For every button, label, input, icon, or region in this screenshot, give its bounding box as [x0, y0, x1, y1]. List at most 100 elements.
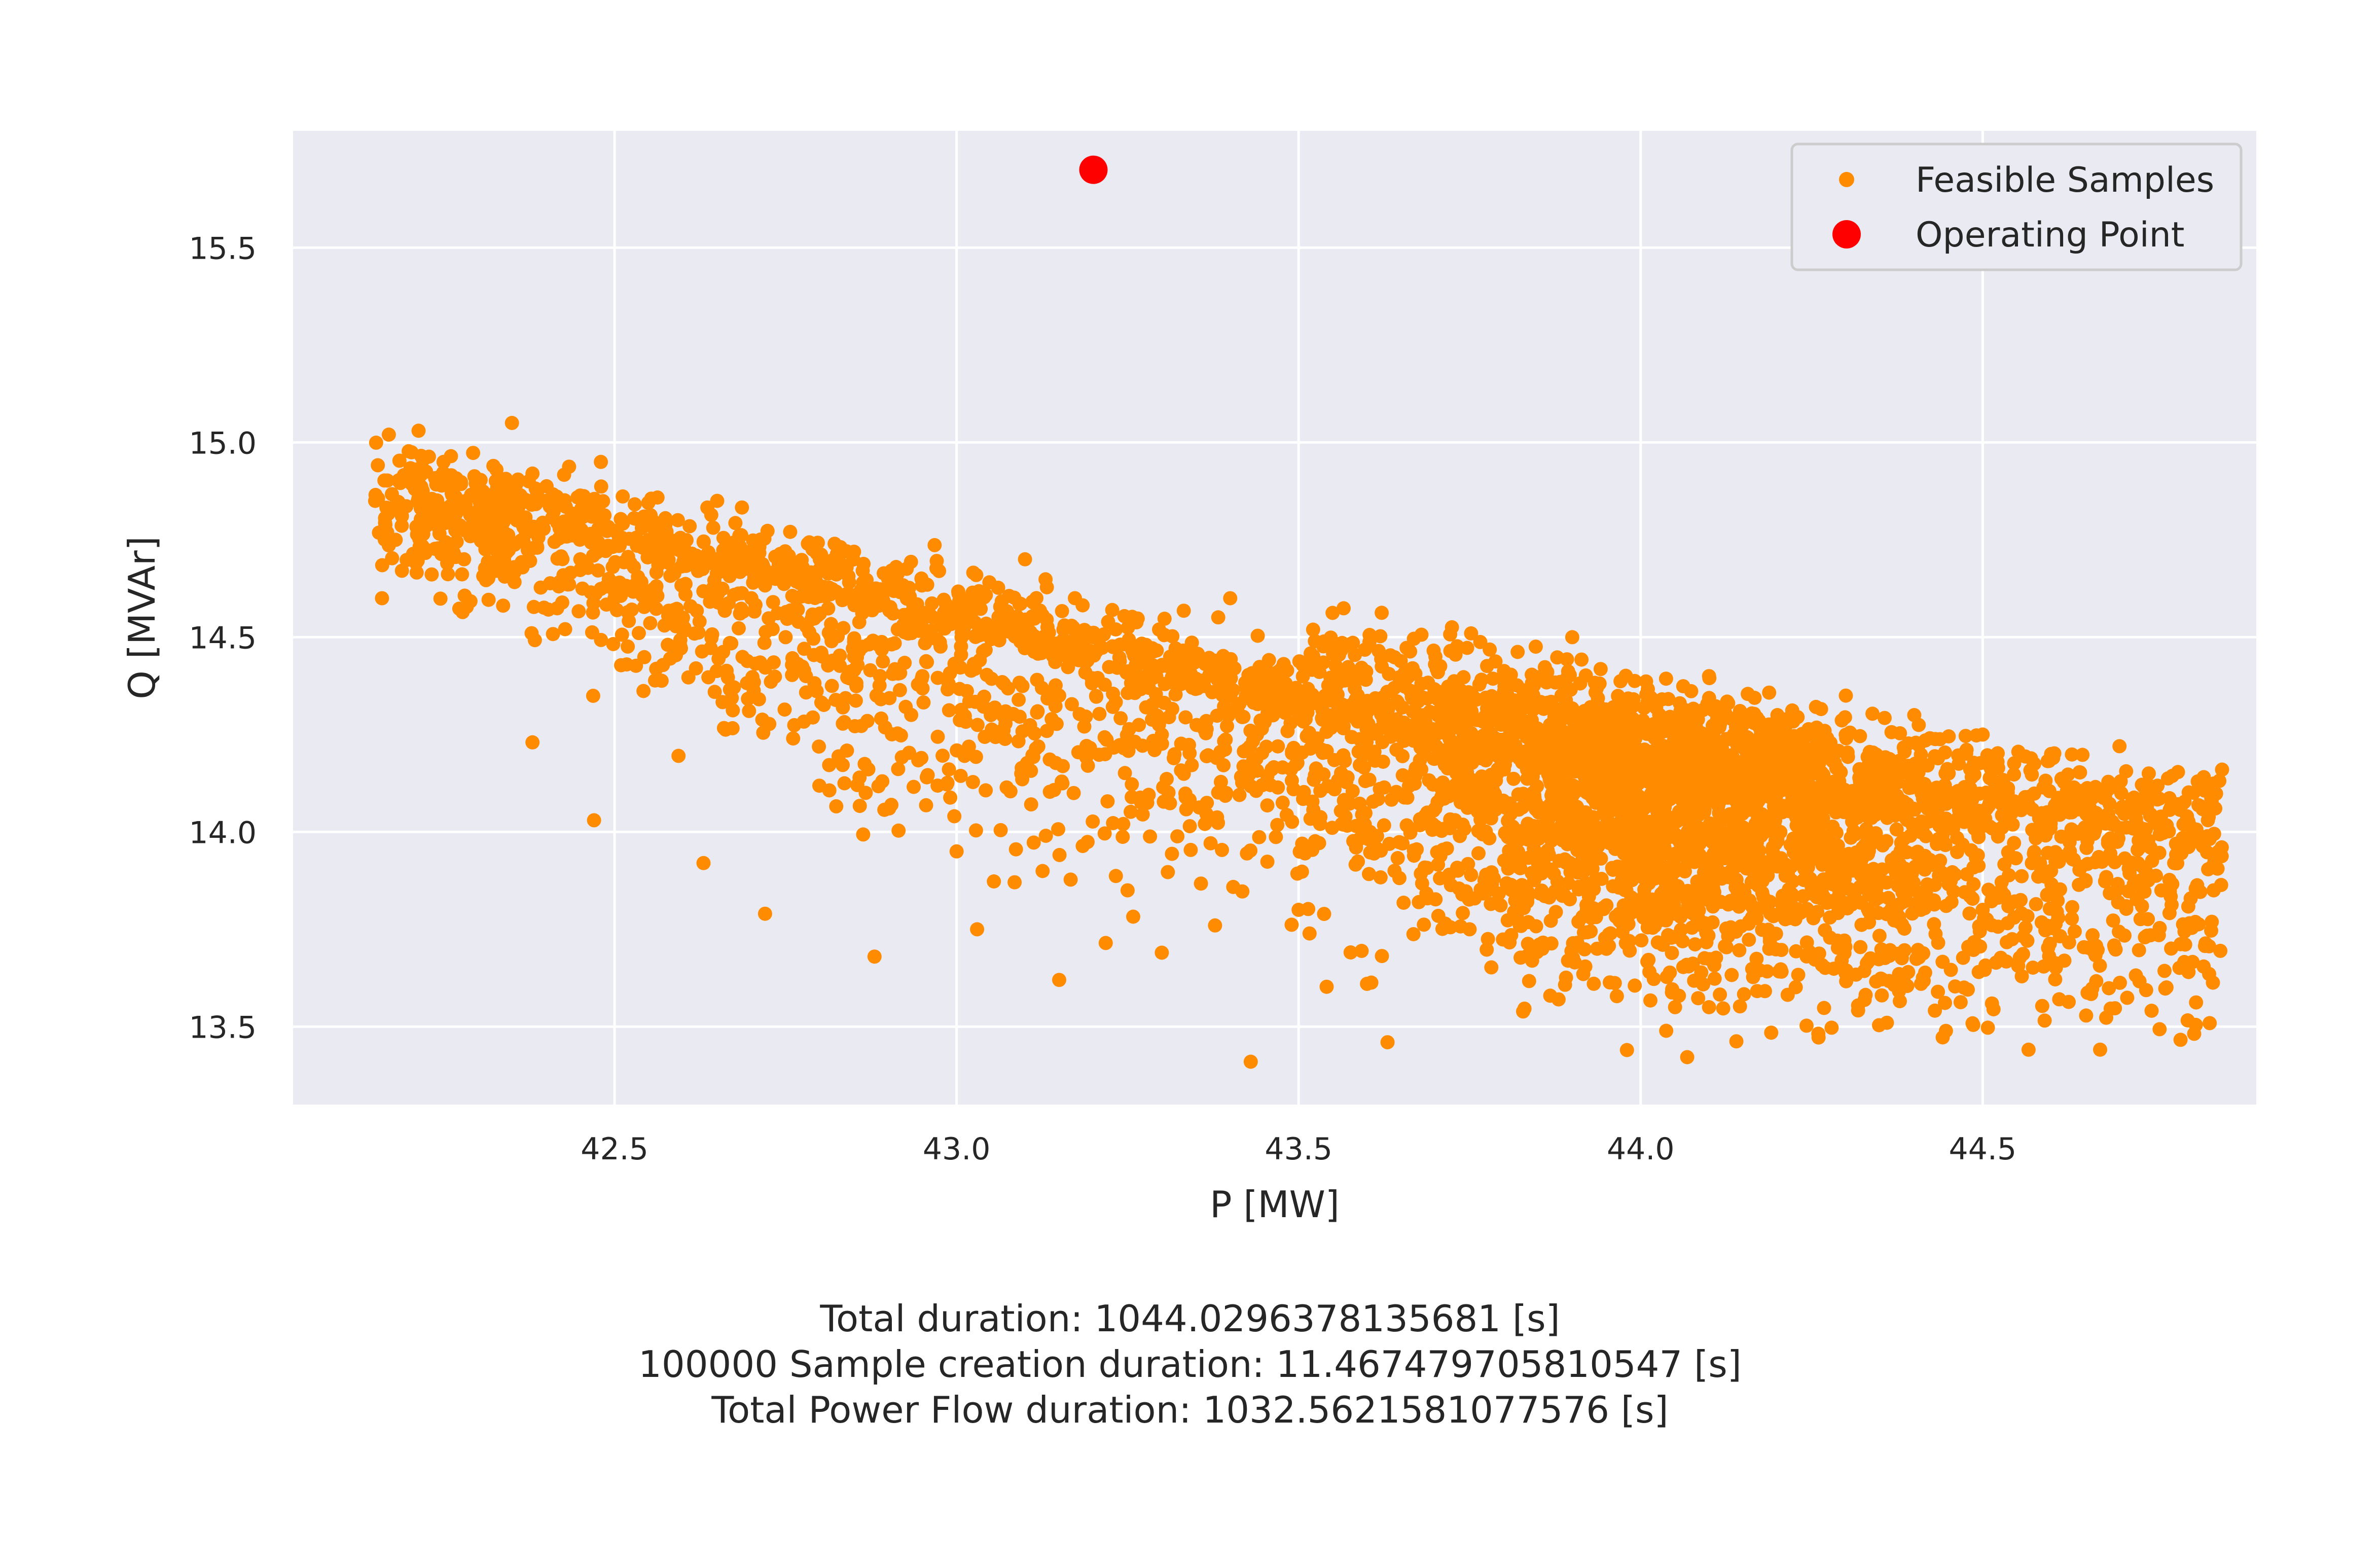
- sample-point: [925, 610, 940, 625]
- sample-point: [1879, 834, 1894, 848]
- sample-point: [1260, 798, 1275, 813]
- sample-point: [634, 521, 649, 536]
- sample-point: [749, 546, 764, 560]
- sample-point: [1860, 828, 1875, 842]
- sample-point: [1113, 711, 1128, 726]
- sample-point: [1928, 1003, 1942, 1018]
- sample-point: [1430, 845, 1445, 860]
- sample-point: [1178, 786, 1193, 801]
- sample-point: [2214, 878, 2228, 892]
- sample-point: [1252, 830, 1267, 844]
- sample-point: [1893, 726, 1907, 740]
- sample-point: [1561, 953, 1575, 968]
- sample-point: [1617, 918, 1632, 933]
- sample-point: [725, 691, 739, 705]
- sample-point: [1323, 693, 1338, 708]
- sample-point: [1823, 856, 1838, 870]
- sample-point: [1232, 788, 1247, 802]
- sample-point: [910, 597, 924, 612]
- sample-point: [1510, 860, 1525, 874]
- sample-point: [1761, 923, 1776, 937]
- sample-point: [1170, 669, 1185, 684]
- sample-point: [1639, 674, 1653, 689]
- sample-point: [1846, 824, 1861, 838]
- sample-point: [1210, 708, 1224, 723]
- sample-point: [1838, 896, 1853, 910]
- sample-point: [1024, 797, 1038, 812]
- sample-point: [1821, 788, 1835, 803]
- sample-point: [827, 537, 842, 551]
- sample-point: [1790, 902, 1805, 916]
- sample-point: [1428, 892, 1443, 907]
- sample-point: [1796, 889, 1811, 904]
- sample-point: [1055, 774, 1069, 789]
- sample-point: [2188, 881, 2203, 896]
- sample-point: [1789, 944, 1804, 959]
- sample-point: [670, 513, 685, 527]
- sample-point: [2187, 1026, 2202, 1041]
- sample-point: [760, 523, 775, 538]
- sample-point: [839, 544, 854, 559]
- sample-point: [1971, 859, 1986, 873]
- sample-point: [421, 449, 436, 464]
- sample-point: [1135, 807, 1150, 822]
- sample-point: [1334, 766, 1348, 781]
- sample-point: [1480, 942, 1494, 957]
- sample-point: [861, 762, 876, 776]
- sample-point: [1472, 677, 1487, 692]
- sample-point: [1389, 785, 1403, 799]
- sample-point: [1336, 748, 1351, 763]
- sample-point: [1874, 988, 1889, 1003]
- sample-point: [1135, 654, 1150, 668]
- sample-point: [873, 582, 887, 596]
- sample-point: [2181, 899, 2195, 914]
- sample-point: [1456, 906, 1470, 920]
- sample-point: [1891, 775, 1905, 790]
- sample-point: [1285, 746, 1300, 761]
- sample-point: [882, 801, 896, 816]
- sample-point: [2197, 783, 2212, 798]
- sample-point: [1860, 956, 1874, 971]
- sample-point: [1188, 682, 1203, 696]
- sample-point: [1763, 819, 1778, 833]
- sample-point: [711, 595, 725, 610]
- sample-point: [558, 500, 573, 514]
- sample-point: [1651, 812, 1666, 827]
- sample-point: [385, 551, 400, 565]
- sample-point: [1577, 704, 1592, 718]
- sample-point: [1041, 625, 1056, 640]
- sample-point: [1658, 671, 1673, 686]
- sample-point: [1064, 697, 1079, 712]
- sample-point: [1502, 843, 1517, 858]
- sample-point: [732, 621, 746, 635]
- sample-point: [2107, 855, 2122, 870]
- sample-point: [1066, 786, 1081, 800]
- sample-point: [2203, 1016, 2217, 1031]
- sample-point: [1559, 970, 1573, 985]
- sample-point: [611, 528, 626, 543]
- sample-point: [1737, 987, 1751, 1002]
- sample-point: [935, 749, 950, 763]
- sample-point: [378, 517, 393, 532]
- sample-point: [1931, 832, 1945, 846]
- sample-point: [993, 823, 1008, 837]
- sample-point: [932, 635, 947, 650]
- sample-point: [558, 622, 572, 636]
- sample-point: [1358, 643, 1372, 657]
- sample-point: [1526, 769, 1540, 784]
- sample-point: [594, 582, 608, 596]
- sample-point: [1167, 747, 1182, 762]
- sample-point: [1015, 761, 1029, 775]
- sample-point: [1561, 876, 1576, 891]
- sample-point: [1098, 936, 1113, 950]
- sample-point: [872, 678, 887, 693]
- sample-point: [2085, 928, 2100, 943]
- sample-point: [783, 524, 798, 539]
- sample-point: [1854, 868, 1868, 882]
- sample-point: [523, 495, 538, 510]
- sample-point: [1705, 915, 1720, 930]
- sample-point: [936, 592, 951, 607]
- sample-point: [1972, 787, 1987, 801]
- sample-point: [1941, 729, 1956, 743]
- sample-point: [1811, 1030, 1826, 1045]
